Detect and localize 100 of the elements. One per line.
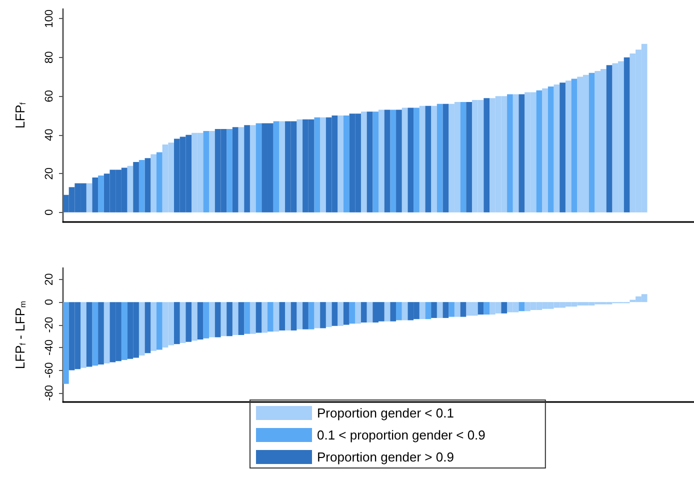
bar	[366, 302, 373, 323]
bar	[244, 125, 250, 212]
y-axis-title: LFPf	[12, 102, 28, 129]
bar	[390, 110, 396, 212]
bar	[436, 104, 443, 212]
bar	[326, 302, 332, 328]
bar	[144, 158, 151, 212]
bar	[396, 110, 402, 212]
bar	[425, 302, 432, 320]
bar	[308, 302, 314, 330]
bar	[63, 302, 69, 384]
bar	[156, 302, 162, 350]
bar	[273, 302, 280, 332]
bar	[121, 302, 128, 360]
bar	[150, 302, 156, 351]
y-tick-label: 100	[44, 10, 56, 28]
legend-label: Proportion gender < 0.1	[317, 406, 454, 420]
bar	[565, 80, 572, 212]
bar	[419, 302, 426, 320]
bar	[226, 129, 232, 212]
bar	[192, 302, 198, 341]
y-axis-title: LFPf - LFPm	[12, 300, 28, 370]
bar	[384, 302, 390, 322]
bar	[214, 302, 221, 338]
bar	[127, 166, 134, 212]
bar	[273, 121, 280, 212]
bar	[560, 82, 566, 212]
bar	[378, 110, 384, 212]
bar	[203, 302, 210, 338]
bar	[396, 302, 402, 320]
bar	[296, 119, 303, 212]
bar	[484, 302, 490, 315]
bar	[338, 302, 344, 326]
bar	[197, 302, 204, 340]
bar	[267, 302, 274, 332]
bar	[138, 302, 145, 356]
bar	[238, 127, 244, 212]
bar	[203, 130, 210, 212]
bar	[133, 162, 139, 212]
bar	[507, 94, 513, 212]
bar	[86, 302, 92, 367]
y-tick-label: 20	[44, 273, 56, 286]
bar	[279, 302, 286, 330]
bar	[279, 121, 286, 212]
bar	[436, 302, 443, 318]
y-tick-label: 0	[44, 299, 56, 306]
bar	[501, 302, 508, 314]
y-tick-label: 40	[44, 128, 56, 141]
bar	[431, 106, 437, 212]
bar	[512, 94, 519, 212]
bar	[360, 112, 367, 212]
bar	[220, 302, 227, 336]
bar	[548, 86, 554, 212]
bar	[256, 302, 262, 333]
bar	[554, 84, 560, 212]
y-tick-label: 20	[44, 167, 56, 180]
bar	[320, 117, 326, 212]
bar	[571, 78, 578, 212]
bar	[256, 123, 262, 212]
bar	[431, 302, 437, 318]
y-tick-label: -20	[44, 316, 56, 333]
bar	[518, 94, 525, 212]
bar	[98, 302, 104, 365]
y-tick-label: -40	[44, 340, 56, 356]
y-tick-label: -60	[44, 362, 56, 378]
bar	[349, 302, 356, 324]
bar	[320, 302, 326, 328]
bar	[285, 302, 291, 330]
bar	[542, 88, 548, 212]
bar	[384, 110, 390, 212]
bar	[390, 302, 396, 322]
bar	[174, 302, 180, 344]
bar	[186, 302, 192, 342]
bar	[460, 302, 466, 317]
bar	[250, 302, 256, 334]
bar	[238, 302, 244, 335]
y-tick-label: 0	[44, 209, 56, 216]
bar	[92, 177, 98, 212]
bar	[338, 116, 344, 212]
bar	[414, 108, 420, 212]
bar	[262, 302, 268, 333]
bar	[478, 302, 484, 315]
bar	[606, 65, 612, 212]
bar	[314, 117, 320, 212]
bar	[419, 106, 426, 212]
bar	[244, 302, 250, 334]
bar	[314, 302, 320, 328]
bar	[250, 125, 256, 212]
bar	[442, 302, 449, 318]
bar	[402, 302, 408, 320]
bar	[290, 302, 297, 330]
bar	[372, 112, 378, 212]
bar	[180, 302, 186, 343]
y-tick-label: 80	[44, 51, 56, 64]
bar	[296, 302, 303, 330]
bar	[466, 102, 472, 212]
bar	[226, 302, 232, 336]
bar	[209, 302, 215, 338]
bar	[425, 106, 432, 212]
bar	[366, 112, 373, 212]
